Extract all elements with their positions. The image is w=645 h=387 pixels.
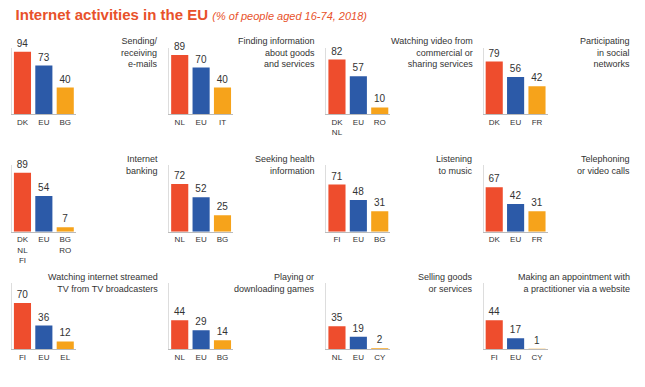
svg-text:Playing ordownloading games: Playing ordownloading games — [234, 272, 315, 294]
svg-text:NL: NL — [175, 118, 186, 127]
svg-text:48: 48 — [353, 186, 365, 197]
svg-text:56: 56 — [510, 63, 522, 74]
svg-text:DK: DK — [489, 235, 501, 244]
svg-text:BG: BG — [217, 235, 229, 244]
svg-text:DKNLFI: DKNLFI — [17, 235, 29, 265]
svg-text:CY: CY — [531, 353, 543, 362]
svg-text:71: 71 — [331, 171, 343, 182]
svg-text:BG: BG — [374, 235, 386, 244]
svg-text:10: 10 — [374, 93, 386, 104]
svg-text:FI: FI — [333, 235, 340, 244]
svg-text:44: 44 — [488, 306, 500, 317]
svg-text:12: 12 — [59, 327, 71, 338]
svg-text:EU: EU — [38, 235, 49, 244]
svg-text:94: 94 — [17, 38, 29, 49]
svg-text:Telephoningor video calls: Telephoningor video calls — [577, 154, 630, 176]
svg-text:CY: CY — [374, 353, 386, 362]
svg-text:BG: BG — [59, 118, 71, 127]
svg-text:54: 54 — [38, 182, 50, 193]
svg-text:NL: NL — [175, 235, 186, 244]
svg-text:40: 40 — [59, 74, 71, 85]
svg-text:57: 57 — [353, 62, 365, 73]
svg-text:EU: EU — [353, 118, 364, 127]
svg-text:70: 70 — [17, 289, 29, 300]
svg-text:FI: FI — [491, 353, 498, 362]
svg-text:89: 89 — [17, 159, 29, 170]
svg-text:67: 67 — [488, 173, 500, 184]
svg-text:Watching internet streamedTV f: Watching internet streamedTV from TV bro… — [48, 272, 158, 294]
svg-text:NL: NL — [175, 353, 186, 362]
svg-text:73: 73 — [38, 52, 50, 63]
svg-text:IT: IT — [219, 118, 226, 127]
svg-text:17: 17 — [510, 324, 522, 335]
svg-text:EU: EU — [510, 235, 521, 244]
svg-text:Participatingin socialnetworks: Participatingin socialnetworks — [580, 36, 630, 69]
svg-text:31: 31 — [374, 197, 386, 208]
svg-text:1: 1 — [534, 335, 540, 346]
svg-text:FR: FR — [532, 235, 543, 244]
svg-text:36: 36 — [38, 312, 50, 323]
svg-text:FR: FR — [532, 118, 543, 127]
svg-text:Internetbanking: Internetbanking — [126, 154, 158, 176]
svg-text:NL: NL — [332, 353, 343, 362]
svg-text:7: 7 — [62, 213, 68, 224]
svg-text:BGRO: BGRO — [59, 235, 71, 254]
svg-text:Sending/receivinge-mails: Sending/receivinge-mails — [121, 36, 158, 69]
svg-text:52: 52 — [195, 183, 207, 194]
svg-text:Selling goodsor services: Selling goodsor services — [418, 272, 473, 294]
svg-text:DK: DK — [17, 118, 29, 127]
svg-text:EU: EU — [38, 118, 49, 127]
svg-text:14: 14 — [217, 326, 229, 337]
svg-text:2: 2 — [377, 334, 383, 345]
svg-text:Internet activities in the EU: Internet activities in the EU (% of peop… — [16, 6, 368, 23]
svg-text:19: 19 — [353, 323, 365, 334]
svg-text:89: 89 — [174, 41, 186, 52]
svg-text:EU: EU — [510, 118, 521, 127]
svg-text:29: 29 — [195, 316, 207, 327]
svg-text:Seeking healthinformation: Seeking healthinformation — [255, 154, 315, 176]
svg-text:Listeningto music: Listeningto music — [436, 154, 473, 176]
svg-text:70: 70 — [195, 54, 207, 65]
svg-text:EU: EU — [196, 118, 207, 127]
svg-text:Finding informationabout goods: Finding informationabout goodsand servic… — [238, 36, 315, 69]
svg-text:42: 42 — [510, 190, 522, 201]
svg-text:EU: EU — [510, 353, 521, 362]
svg-text:72: 72 — [174, 170, 186, 181]
svg-text:Making an appointment witha pr: Making an appointment witha practitioner… — [518, 272, 630, 294]
svg-text:EU: EU — [196, 235, 207, 244]
svg-text:RO: RO — [374, 118, 386, 127]
svg-text:Watching video fromcommercial: Watching video fromcommercial orsharing … — [391, 36, 473, 69]
svg-text:44: 44 — [174, 306, 186, 317]
svg-text:DKNL: DKNL — [331, 118, 343, 137]
svg-text:25: 25 — [217, 201, 229, 212]
svg-text:42: 42 — [531, 72, 543, 83]
svg-text:BG: BG — [217, 353, 229, 362]
svg-text:FI: FI — [19, 353, 26, 362]
svg-text:82: 82 — [331, 46, 343, 57]
svg-text:79: 79 — [488, 48, 500, 59]
svg-text:EU: EU — [38, 353, 49, 362]
svg-text:40: 40 — [217, 74, 229, 85]
svg-text:31: 31 — [531, 197, 543, 208]
svg-text:35: 35 — [331, 312, 343, 323]
svg-text:EU: EU — [353, 353, 364, 362]
svg-text:EU: EU — [196, 353, 207, 362]
svg-text:EL: EL — [60, 353, 70, 362]
svg-text:DK: DK — [489, 118, 501, 127]
svg-text:EU: EU — [353, 235, 364, 244]
